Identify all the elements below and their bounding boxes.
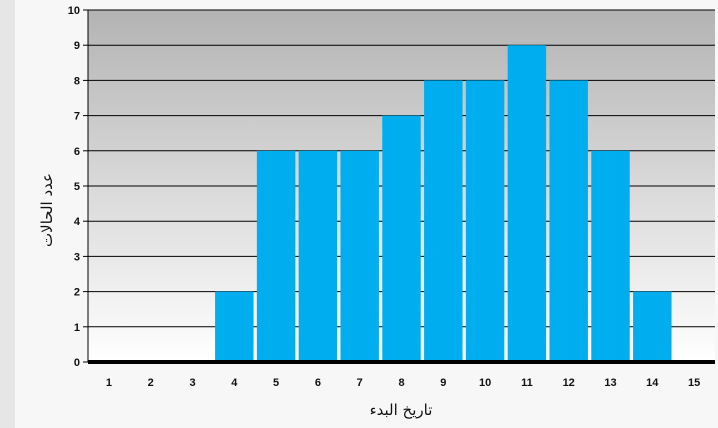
- x-tick-label: 3: [189, 377, 195, 389]
- y-tick-label: 3: [74, 251, 80, 263]
- x-tick-label: 10: [479, 377, 491, 389]
- x-axis-title: تاريخ البدء: [370, 401, 433, 419]
- y-tick-label: 0: [74, 357, 80, 369]
- x-tick-label: 9: [440, 377, 446, 389]
- x-tick-label: 14: [646, 377, 659, 389]
- y-axis-title: عدد الحالات: [38, 173, 56, 247]
- x-axis: 1 2 3 4 5 6 7 8 9 10 11 12 13 14 15: [88, 360, 715, 389]
- bar: [215, 291, 254, 362]
- y-tick-label: 9: [74, 40, 80, 52]
- bar: [549, 80, 588, 363]
- x-tick-label: 7: [357, 377, 363, 389]
- x-tick-label: 1: [106, 377, 112, 389]
- y-tick-label: 4: [74, 216, 81, 228]
- y-axis: 0 1 2 3 4 5 6 7 8 9 10: [68, 5, 89, 369]
- x-tick-label: 6: [315, 377, 321, 389]
- y-tick-label: 5: [74, 181, 80, 193]
- bar: [340, 150, 379, 362]
- y-tick-label: 1: [74, 322, 80, 334]
- bar: [298, 150, 338, 362]
- bar: [256, 150, 296, 362]
- bar-series: [215, 45, 672, 363]
- bar: [591, 150, 630, 362]
- x-tick-label: 12: [563, 377, 575, 389]
- x-tick-label: 5: [273, 377, 279, 389]
- x-tick-label: 11: [521, 377, 533, 389]
- bar: [633, 291, 672, 362]
- x-tick-label: 13: [604, 377, 616, 389]
- y-tick-label: 10: [68, 5, 80, 17]
- x-tick-label: 4: [231, 377, 238, 389]
- x-tick-label: 8: [398, 377, 404, 389]
- bar: [382, 115, 421, 362]
- bar: [465, 80, 505, 363]
- y-tick-label: 7: [74, 111, 80, 123]
- y-tick-label: 2: [74, 287, 80, 299]
- y-tick-label: 8: [74, 75, 80, 87]
- x-tick-label: 15: [688, 377, 700, 389]
- x-tick-label: 2: [148, 377, 154, 389]
- y-tick-label: 6: [74, 146, 80, 158]
- bar: [424, 80, 463, 363]
- bar: [507, 45, 547, 362]
